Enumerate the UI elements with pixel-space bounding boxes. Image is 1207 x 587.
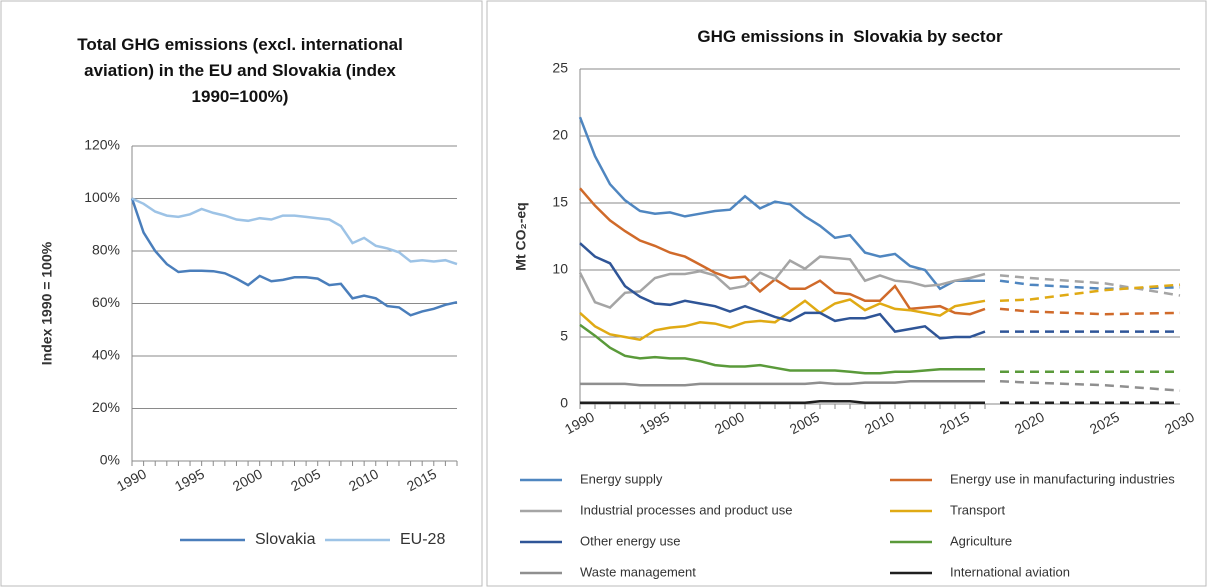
x-tick-label: 1990	[562, 408, 597, 437]
projection-line	[999, 379, 1181, 392]
y-axis-label: Mt CO₂-eq	[513, 202, 529, 270]
x-tick-label: 2030	[1162, 408, 1197, 437]
legend-label: Energy use in manufacturing industries	[950, 471, 1175, 486]
x-tick-label: 2000	[230, 465, 265, 494]
line	[130, 198, 458, 317]
line	[131, 197, 458, 266]
panel-border	[0, 0, 483, 587]
legend-label: Slovakia	[255, 531, 316, 548]
x-tick-label: 2000	[712, 408, 747, 437]
legend-label: EU-28	[400, 531, 445, 548]
line	[579, 323, 985, 375]
legend-label: Energy supply	[580, 471, 663, 486]
chart-title: GHG emissions in Slovakia by sector	[697, 27, 1003, 46]
y-tick-label: 5	[560, 328, 568, 344]
x-tick-label: 1995	[172, 465, 207, 494]
y-tick-label: 40%	[92, 347, 120, 363]
y-tick-label: 25	[552, 60, 568, 76]
x-tick-label: 1990	[114, 465, 149, 494]
x-tick-label: 2025	[1087, 408, 1122, 437]
x-tick-label: 2015	[937, 408, 972, 437]
legend-label: Industrial processes and product use	[580, 502, 792, 517]
x-tick-label: 1995	[637, 408, 672, 437]
x-tick-label: 2010	[862, 408, 897, 437]
x-tick-label: 2015	[404, 465, 439, 494]
line	[580, 379, 985, 387]
line	[579, 298, 986, 342]
line	[580, 400, 985, 404]
y-tick-label: 120%	[84, 137, 120, 153]
y-tick-label: 10	[552, 261, 568, 277]
y-tick-label: 20	[552, 127, 568, 143]
legend-label: Agriculture	[950, 533, 1012, 548]
x-tick-label: 2020	[1012, 408, 1047, 437]
line	[578, 255, 986, 309]
y-tick-label: 80%	[92, 242, 120, 258]
projection-line	[999, 283, 1181, 303]
line	[579, 242, 986, 340]
y-tick-label: 60%	[92, 294, 120, 310]
legend-label: Waste management	[580, 564, 696, 579]
y-tick-label: 100%	[84, 189, 120, 205]
x-tick-label: 2005	[288, 465, 323, 494]
chart-title: Total GHG emissions (excl. international…	[77, 35, 403, 106]
legend-label: International aviation	[950, 564, 1070, 579]
projection-line	[999, 274, 1181, 297]
y-axis-label: Index 1990 = 100%	[39, 241, 55, 365]
legend-label: Transport	[950, 502, 1006, 517]
y-tick-label: 0%	[100, 452, 120, 468]
y-tick-label: 0	[560, 395, 568, 411]
x-tick-label: 2005	[787, 408, 822, 437]
projection-line	[999, 307, 1181, 316]
line	[579, 187, 986, 316]
y-tick-label: 15	[552, 194, 568, 210]
y-tick-label: 20%	[92, 399, 120, 415]
legend-label: Other energy use	[580, 533, 680, 548]
x-tick-label: 2010	[346, 465, 381, 494]
panel-border	[486, 0, 1207, 587]
line	[578, 116, 985, 291]
